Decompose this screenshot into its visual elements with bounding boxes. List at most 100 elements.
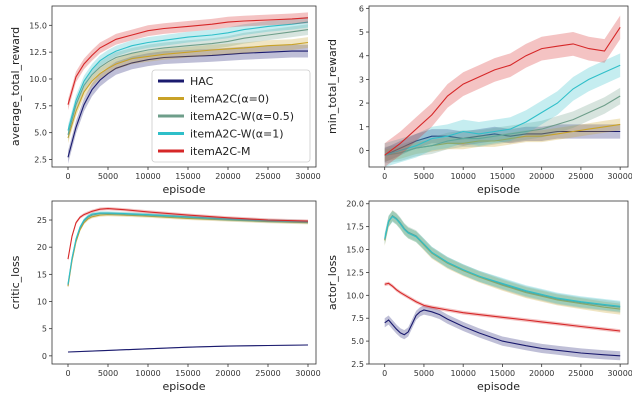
x-tick-label: 20000 (215, 172, 240, 181)
plot-frame (51, 5, 317, 168)
y-tick-label: 17.5 (346, 223, 364, 232)
legend: HAC itemA2C(α=0) itemA2C-W(α=0.5) itemA2C-W… (151, 69, 311, 163)
series-line-itema2c-m (67, 208, 309, 260)
x-tick-label: 30000 (295, 369, 320, 378)
series-line-itema2c-m (384, 282, 621, 332)
x-tick-label: 20000 (529, 172, 554, 181)
x-tick-label: 0 (65, 172, 70, 181)
series-line-itema2c-m (67, 17, 309, 105)
legend-label-itema2c-0: itemA2C(α=0) (190, 93, 269, 106)
band-hac (384, 305, 621, 361)
y-tick-label: 10.0 (29, 75, 47, 84)
y-tick-label: 12.5 (346, 268, 364, 277)
y-tick-label: 5.0 (34, 129, 47, 138)
y-tick-label: 3 (359, 75, 364, 84)
y-tick-label: 10 (37, 298, 47, 307)
y-axis-label: min_total_reward (326, 39, 339, 134)
legend-label-itema2c-w-0-5: itemA2C-W(α=0.5) (190, 110, 294, 123)
x-tick-label: 5000 (98, 369, 118, 378)
series-line-itema2c-w-1 (67, 212, 309, 285)
series-line-itema2c-0 (67, 214, 309, 287)
x-tick-label: 25000 (568, 172, 593, 181)
x-tick-label: 15000 (490, 172, 515, 181)
panel-min-total-reward: 0 5000 10000 15000 20000 25000 30000 0 1 2 3 4 5 6 epi… (326, 4, 632, 196)
band-itema2c-w-1 (384, 211, 621, 312)
x-tick-label: 0 (382, 369, 387, 378)
y-tick-label: 15.0 (29, 21, 47, 30)
series-line-hac (384, 309, 621, 357)
x-tick-label: 15000 (490, 369, 515, 378)
y-tick-label: 20.0 (346, 200, 364, 209)
y-axis-label: actor_loss (326, 255, 339, 310)
series-line-itema2c-m (384, 26, 621, 156)
x-tick-label: 25000 (255, 172, 280, 181)
y-axis-label: average_total_reward (9, 27, 22, 146)
y-tick-label: 0 (42, 352, 47, 361)
plot-frame (51, 200, 317, 365)
y-tick-label: 7.5 (34, 102, 47, 111)
band-itema2c-m (68, 12, 308, 111)
x-tick-label: 5000 (414, 369, 434, 378)
x-tick-label: 5000 (414, 172, 434, 181)
legend-label-itema2c-m: itemA2C-M (190, 145, 251, 158)
panel-critic-loss: 0 5000 10000 15000 20000 25000 30000 0 5 10 15 20 25… (9, 200, 321, 393)
y-tick-label: 5.0 (351, 337, 364, 346)
y-tick-label: 2.5 (351, 360, 364, 369)
x-axis-label: episode (477, 380, 520, 393)
y-tick-label: 12.5 (29, 48, 47, 57)
y-tick-label: 4 (359, 52, 364, 61)
legend-label-hac: HAC (190, 75, 214, 88)
x-tick-label: 30000 (607, 369, 632, 378)
plot-frame (368, 200, 629, 365)
y-tick-label: 25 (37, 216, 47, 225)
series-line-itema2c-w-1 (384, 64, 621, 156)
y-tick-label: 15 (37, 270, 47, 279)
x-axis-label: episode (162, 380, 205, 393)
x-tick-label: 30000 (295, 172, 320, 181)
y-tick-label: 0 (359, 146, 364, 155)
y-tick-label: 5 (42, 325, 47, 334)
x-tick-label: 0 (65, 369, 70, 378)
band-itema2c-w-0-5 (68, 24, 308, 141)
series-line-itema2c-w-0-5 (384, 214, 621, 308)
band-hac (384, 124, 621, 163)
band-itema2c-0 (68, 213, 308, 288)
series-line-itema2c-w-1 (67, 21, 309, 131)
series-line-itema2c-w-0-5 (67, 29, 309, 135)
x-tick-label: 10000 (135, 369, 160, 378)
x-tick-label: 15000 (175, 172, 200, 181)
y-tick-label: 2 (359, 99, 364, 108)
series-line-itema2c-0 (67, 41, 309, 139)
series-line-hac (67, 50, 308, 158)
y-tick-label: 1 (359, 123, 364, 132)
y-tick-label: 15.0 (346, 246, 364, 255)
band-itema2c-w-0-5 (384, 87, 621, 164)
legend-box (151, 69, 311, 163)
series-line-hac (67, 344, 309, 353)
x-axis-label: episode (477, 183, 520, 196)
x-axis-label: episode (162, 183, 205, 196)
x-tick-label: 5000 (98, 172, 118, 181)
panel-actor-loss: 0 5000 10000 15000 20000 25000 30000 2.5 5.0 7.5 1… (326, 200, 632, 393)
y-tick-label: 20 (37, 243, 47, 252)
y-tick-label: 7.5 (351, 314, 364, 323)
band-itema2c-m (68, 207, 308, 261)
y-tick-label: 5 (359, 28, 364, 37)
x-tick-label: 10000 (450, 172, 475, 181)
x-tick-label: 20000 (529, 369, 554, 378)
x-tick-label: 10000 (450, 369, 475, 378)
plot-frame (368, 5, 629, 168)
x-tick-label: 25000 (255, 369, 280, 378)
y-axis-label: critic_loss (9, 255, 22, 309)
y-tick-label: 2.5 (34, 155, 47, 164)
x-tick-label: 30000 (607, 172, 632, 181)
y-tick-label: 6 (359, 4, 364, 13)
band-itema2c-w-0-5 (384, 210, 621, 313)
band-hac (68, 44, 308, 164)
band-itema2c-0 (68, 37, 308, 144)
x-tick-label: 25000 (568, 369, 593, 378)
x-tick-label: 10000 (135, 172, 160, 181)
series-line-itema2c-w-1 (384, 215, 621, 307)
series-line-itema2c-w-0-5 (384, 95, 621, 156)
